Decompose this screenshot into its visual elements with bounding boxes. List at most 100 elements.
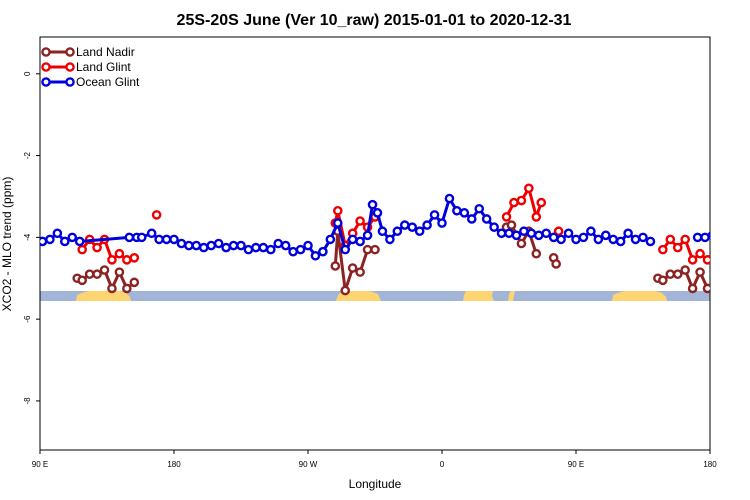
- ocean-glint-point: [586, 226, 596, 237]
- land-nadir-point: [687, 283, 698, 294]
- ocean-glint-point: [124, 232, 135, 243]
- land-nadir-point: [114, 267, 125, 277]
- land-nadir-point: [531, 248, 542, 259]
- ocean-glint-point: [541, 228, 552, 239]
- land-glint-point: [501, 212, 512, 222]
- ocean-glint-point: [645, 236, 656, 247]
- ocean-glint-point: [184, 240, 194, 251]
- land-glint-point: [516, 195, 527, 206]
- x-tick-label: 180: [703, 460, 717, 469]
- ocean-glint-point: [74, 236, 85, 247]
- land-nadir-point: [665, 269, 676, 279]
- legend-item-land-nadir: Land Nadir: [41, 45, 135, 59]
- ocean-glint-point: [310, 250, 321, 261]
- land-nadir-point: [355, 267, 365, 277]
- ocean-glint-point: [325, 234, 336, 245]
- x-tick-label: 90 E: [568, 460, 584, 469]
- land-nadir-point: [77, 275, 87, 286]
- land-glint-point: [658, 244, 668, 255]
- legend-swatch-marker: [41, 62, 51, 72]
- land-glint-point: [114, 248, 125, 259]
- land-nadir-point: [658, 275, 668, 286]
- ocean-glint-point: [191, 240, 202, 251]
- ocean-glint-point: [154, 234, 164, 245]
- y-tick-label: -8: [23, 397, 32, 405]
- x-tick-label: 90 E: [32, 460, 48, 469]
- land-glint-point: [509, 197, 519, 208]
- ocean-glint-point: [258, 242, 269, 253]
- ocean-glint-point: [318, 246, 328, 257]
- ocean-glint-point: [228, 240, 239, 251]
- ocean-glint-point: [288, 246, 298, 257]
- x-tick-label: 0: [440, 460, 445, 469]
- chart-title: 25S-20S June (Ver 10_raw) 2015-01-01 to …: [177, 12, 572, 29]
- ocean-glint-point: [161, 234, 172, 245]
- ocean-glint-point: [474, 203, 485, 214]
- ocean-glint-point: [377, 226, 388, 237]
- ocean-glint-point: [615, 236, 626, 247]
- ocean-glint-point: [623, 228, 633, 239]
- ocean-glint-point: [563, 228, 574, 239]
- ocean-glint-point: [198, 242, 209, 253]
- ocean-glint-point: [414, 226, 425, 237]
- land-glint-point: [665, 234, 676, 245]
- ocean-glint-point: [407, 222, 418, 232]
- land-nadir-point: [129, 277, 140, 288]
- y-tick-label: -6: [23, 315, 32, 323]
- ocean-glint-point: [213, 238, 224, 249]
- ocean-glint-point: [459, 208, 470, 218]
- ocean-glint-point: [444, 193, 455, 204]
- ocean-glint-point: [367, 199, 378, 210]
- ocean-glint-point: [176, 238, 187, 249]
- ocean-glint-point: [608, 234, 619, 245]
- land-nadir-point: [516, 238, 527, 249]
- ocean-glint-point: [60, 236, 70, 247]
- y-tick-label: 0: [23, 71, 32, 76]
- ocean-glint-point: [399, 220, 410, 230]
- ocean-glint-point: [593, 234, 604, 245]
- ocean-glint-point: [221, 242, 231, 253]
- x-tick-label: 90 W: [299, 460, 318, 469]
- legend-item-ocean-glint: Ocean Glint: [41, 75, 140, 89]
- series-layer: [40, 183, 710, 296]
- ocean-glint-point: [504, 228, 514, 239]
- land-glint-point: [129, 253, 140, 263]
- land-glint-point: [77, 244, 87, 255]
- land-glint-point: [92, 242, 102, 253]
- ocean-glint-point: [392, 226, 403, 237]
- ocean-glint-point: [422, 220, 432, 230]
- ocean-glint-point: [489, 222, 499, 232]
- ocean-glint-point: [347, 234, 358, 245]
- ocean-glint-point: [332, 218, 343, 228]
- ocean-glint-point: [273, 238, 284, 249]
- land-glint-point: [531, 212, 542, 222]
- legend-label: Ocean Glint: [76, 75, 140, 89]
- landmass-australia-repeat: [612, 291, 667, 301]
- ocean-glint-point: [578, 232, 589, 243]
- ocean-glint-point: [452, 205, 462, 216]
- legend-swatch-marker: [65, 77, 75, 87]
- series-ocean-glint: [40, 193, 710, 261]
- ocean-glint-point: [372, 208, 383, 218]
- land-nadir-point: [330, 261, 341, 271]
- legend-swatch-marker: [65, 47, 75, 57]
- x-axis: 90 E 180 90 W 0 90 E 180: [32, 450, 717, 469]
- y-tick-label: -2: [23, 151, 32, 159]
- land-nadir-point: [122, 283, 132, 294]
- ocean-glint-point: [630, 234, 641, 245]
- land-glint-point: [107, 255, 117, 265]
- land-glint-point: [702, 255, 710, 265]
- land-nadir-point: [680, 265, 690, 275]
- ocean-glint-point: [67, 232, 78, 243]
- ocean-glint-point: [556, 234, 566, 245]
- ocean-glint-point: [362, 230, 373, 241]
- landmass-madagascar: [508, 291, 515, 301]
- ocean-glint-point: [52, 228, 63, 239]
- landmass-australia: [76, 291, 131, 301]
- land-nadir-point: [695, 267, 705, 277]
- ocean-glint-point: [243, 244, 254, 255]
- land-nadir-point: [107, 283, 117, 294]
- land-glint-point: [536, 197, 547, 208]
- land-nadir-point: [99, 265, 110, 275]
